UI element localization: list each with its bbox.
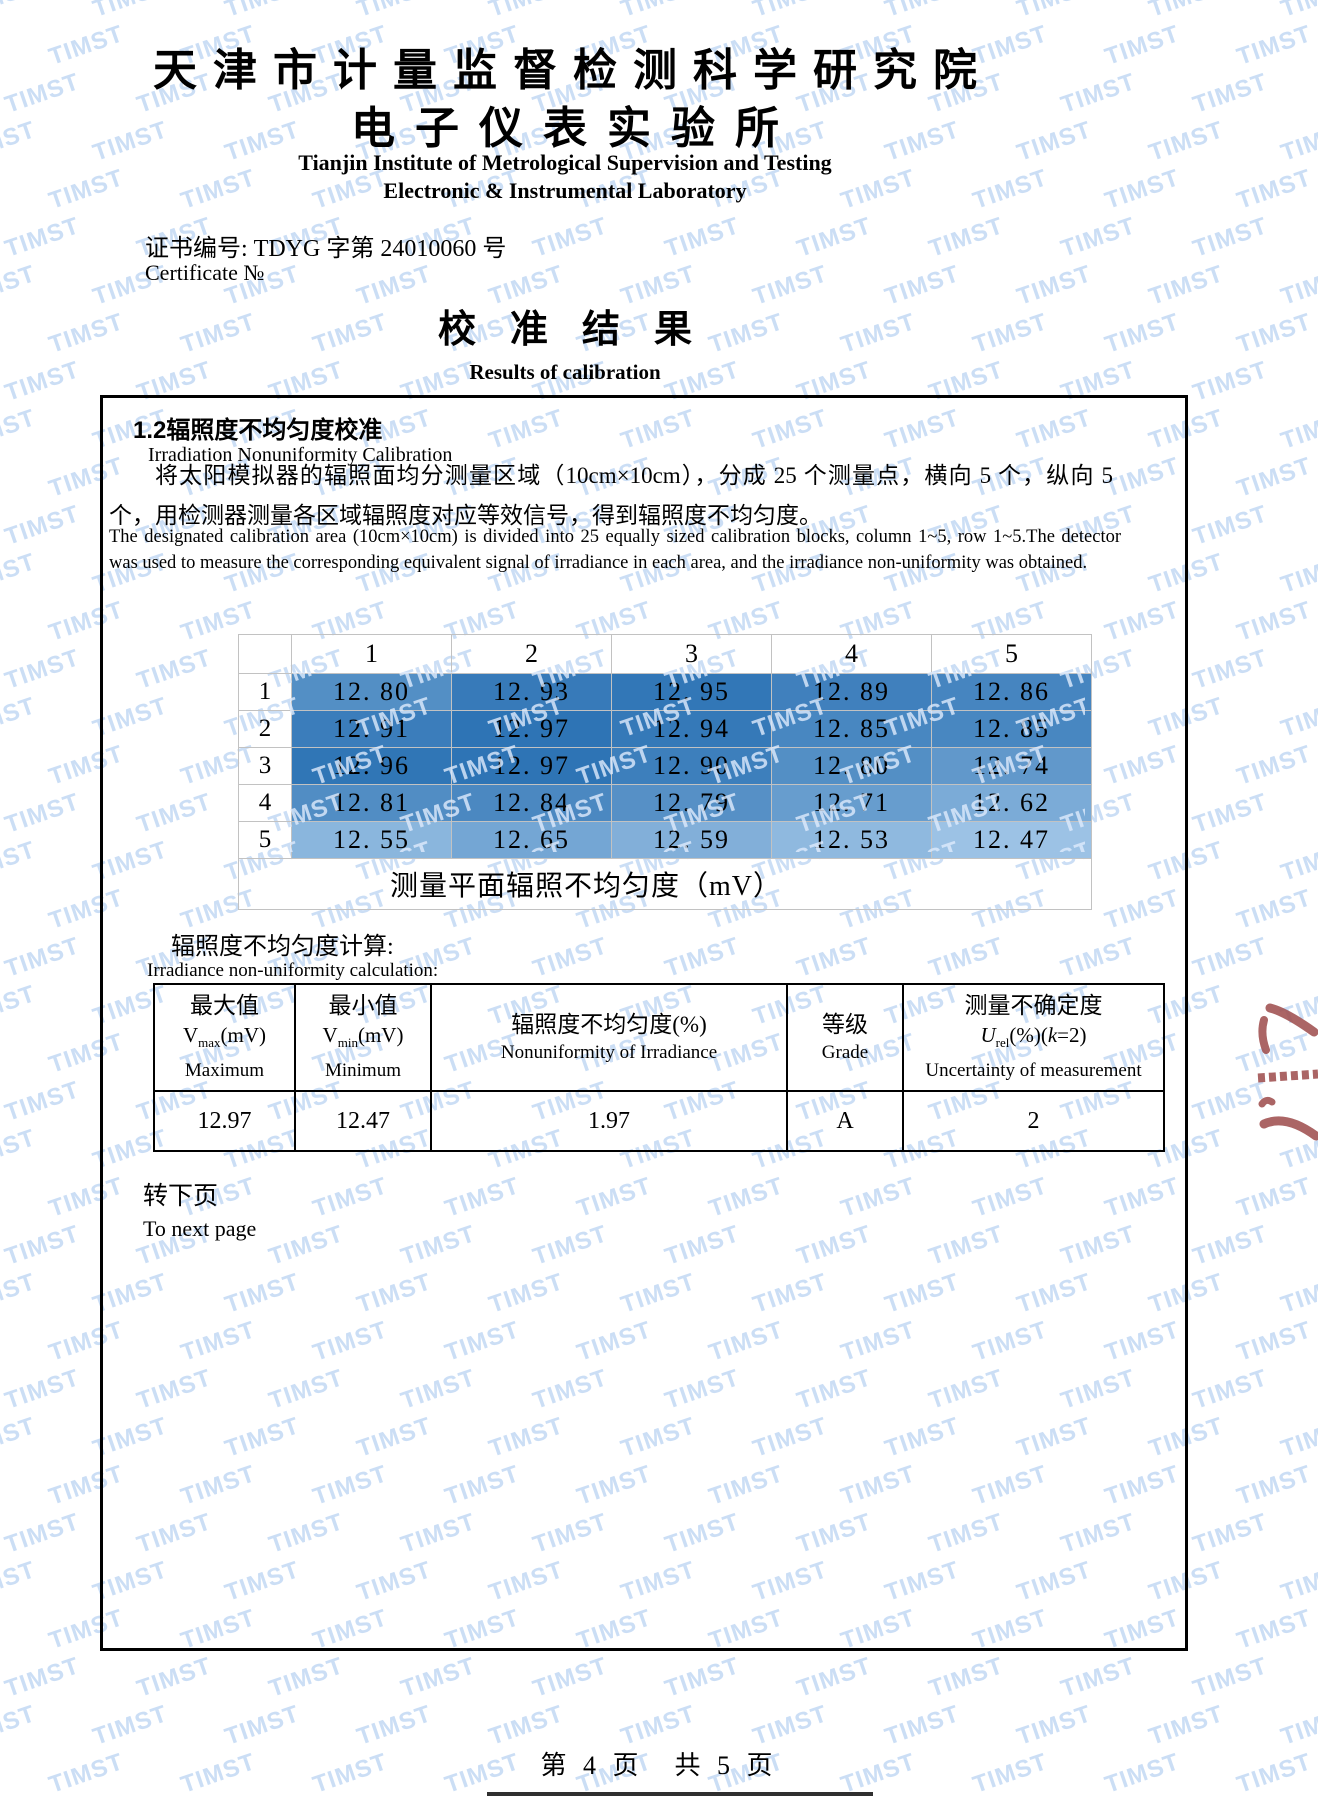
heatmap-cell: 12. 65 [451, 821, 612, 859]
calc-value-row: 12.97 12.47 1.97 A 2 [153, 1090, 1165, 1152]
heatmap-cell: 12. 80 [291, 673, 452, 711]
heatmap-cell: 12. 74 [931, 747, 1092, 785]
lab-name-chinese: 电子仪表实验所 [351, 104, 799, 153]
heatmap-row-header: 4 [238, 784, 292, 822]
heatmap-row-header: 1 [238, 673, 292, 711]
section-heading-chinese: 1.2辐照度不均匀度校准 [133, 417, 383, 444]
nonuniformity-calc-table: 最大值 Vmax(mV) Maximum 最小值 Vmin(mV) Minimum 辐照度不… [153, 983, 1165, 1152]
heatmap-row-header: 2 [238, 710, 292, 748]
calc-header-cn: 最小值 [328, 993, 398, 1019]
heatmap-cell: 12. 81 [291, 784, 452, 822]
org-name-chinese: 天津市计量监督检测科学研究院 [153, 46, 993, 95]
calc-header-formula: Urel(%)(k=2) [980, 1023, 1087, 1051]
heatmap-corner-cell [238, 634, 292, 674]
heatmap-cell: 12. 47 [931, 821, 1092, 859]
calc-header-formula: Vmin(mV) [322, 1023, 404, 1051]
heatmap-cell: 12. 85 [771, 710, 932, 748]
heatmap-cell: 12. 97 [451, 747, 612, 785]
heatmap-column-header: 4 [771, 634, 932, 674]
red-stamp-fragment [1257, 1003, 1318, 1141]
calc-value-cell: 2 [902, 1090, 1165, 1152]
heatmap-row: 2 12. 91 12. 97 12. 94 12. 85 12. 85 [238, 710, 1092, 748]
calc-header-cell: 最小值 Vmin(mV) Minimum [294, 983, 432, 1092]
calc-header-formula: Vmax(mV) [182, 1023, 267, 1051]
heatmap-cell: 12. 95 [611, 673, 772, 711]
heatmap-caption: 测量平面辐照不均匀度（mV） [238, 858, 1092, 910]
calc-header-en: Minimum [324, 1059, 401, 1081]
calc-intro-chinese: 辐照度不均匀度计算: [171, 934, 394, 960]
heatmap-cell: 12. 93 [451, 673, 612, 711]
heatmap-cell: 12. 55 [291, 821, 452, 859]
org-name-english: Tianjin Institute of Metrological Superv… [298, 150, 832, 175]
calc-header-row: 最大值 Vmax(mV) Maximum 最小值 Vmin(mV) Minimum 辐照度不… [153, 983, 1165, 1092]
heatmap-cell: 12. 62 [931, 784, 1092, 822]
heatmap-cell: 12. 59 [611, 821, 772, 859]
heatmap-column-header: 2 [451, 634, 612, 674]
heatmap-cell: 12. 89 [771, 673, 932, 711]
section-heading-english: Irradiation Nonuniformity Calibration [148, 444, 453, 466]
next-page-note-chinese: 转下页 [143, 1183, 219, 1210]
heatmap-cell: 12. 79 [611, 784, 772, 822]
heatmap-cell: 12. 86 [931, 673, 1092, 711]
lab-name-english: Electronic & Instrumental Laboratory [383, 178, 747, 203]
heatmap-column-header: 3 [611, 634, 772, 674]
page-edge-artifact [487, 1792, 873, 1796]
calc-header-en: Nonuniformity of Irradiance [500, 1041, 718, 1063]
heatmap-row-header: 3 [238, 747, 292, 785]
heatmap-caption-row: 测量平面辐照不均匀度（mV） [238, 858, 1092, 910]
calc-intro-english: Irradiance non-uniformity calculation: [147, 960, 439, 981]
method-paragraph-english: The designated calibration area (10cm×10… [109, 527, 1121, 573]
page-number-footer: 第 4 页 共 5 页 [540, 1751, 778, 1780]
heatmap-cell: 12. 97 [451, 710, 612, 748]
heatmap-cell: 12. 80 [771, 747, 932, 785]
heatmap-cell: 12. 71 [771, 784, 932, 822]
calc-header-cn: 等级 [822, 1011, 868, 1037]
calc-header-cn: 最大值 [190, 993, 259, 1019]
calc-header-cell: 最大值 Vmax(mV) Maximum [153, 983, 296, 1092]
heatmap-cell: 12. 90 [611, 747, 772, 785]
calc-header-cn: 测量不确定度 [964, 993, 1103, 1019]
heatmap-row: 5 12. 55 12. 65 12. 59 12. 53 12. 47 [238, 821, 1092, 859]
heatmap-cell: 12. 94 [611, 710, 772, 748]
certificate-number-label: Certificate № [145, 260, 265, 285]
calc-header-en: Uncertainty of measurement [925, 1059, 1142, 1081]
next-page-note-english: To next page [143, 1216, 257, 1241]
method-paragraph-chinese: 将太阳模拟器的辐照面均分测量区域（10cm×10cm），分成 25 个测量点，横… [109, 463, 1113, 528]
calc-header-cell: 等级 Grade [786, 983, 904, 1092]
heatmap-cell: 12. 91 [291, 710, 452, 748]
heatmap-column-header: 1 [291, 634, 452, 674]
results-box: 1.2辐照度不均匀度校准 Irradiation Nonuniformity C… [100, 395, 1188, 1651]
heatmap-row: 4 12. 81 12. 84 12. 79 12. 71 12. 62 [238, 784, 1092, 822]
calc-header-cell: 测量不确定度 Urel(%)(k=2) Uncertainty of measure… [902, 983, 1165, 1092]
heatmap-cell: 12. 96 [291, 747, 452, 785]
page-title-english: Results of calibration [469, 360, 661, 384]
heatmap-row: 3 12. 96 12. 97 12. 90 12. 80 12. 74 [238, 747, 1092, 785]
calc-header-cell: 辐照度不均匀度(%) Nonuniformity of Irradiance [430, 983, 788, 1092]
page-title-chinese: 校准结果 [437, 309, 726, 351]
heatmap-cell: 12. 53 [771, 821, 932, 859]
heatmap-cell: 12. 84 [451, 784, 612, 822]
calc-header-cn: 辐照度不均匀度(%) [511, 1011, 707, 1037]
calc-value-cell: 12.97 [153, 1090, 296, 1152]
calc-value-cell: A [786, 1090, 904, 1152]
heatmap-column-header: 5 [931, 634, 1092, 674]
heatmap-row-header: 5 [238, 821, 292, 859]
irradiance-heatmap-table: 1 2 3 4 5 1 12. 80 12. 93 12. 95 12. 89 12. 86 2 12.… [238, 634, 1092, 910]
calc-header-en: Grade [821, 1041, 869, 1063]
calc-value-cell: 1.97 [430, 1090, 788, 1152]
heatmap-cell: 12. 85 [931, 710, 1092, 748]
calc-header-en: Maximum [184, 1059, 265, 1081]
heatmap-row: 1 12. 80 12. 93 12. 95 12. 89 12. 86 [238, 673, 1092, 711]
certificate-number: 证书编号: TDYG 字第 24010060 号 [145, 236, 507, 262]
calc-value-cell: 12.47 [294, 1090, 432, 1152]
